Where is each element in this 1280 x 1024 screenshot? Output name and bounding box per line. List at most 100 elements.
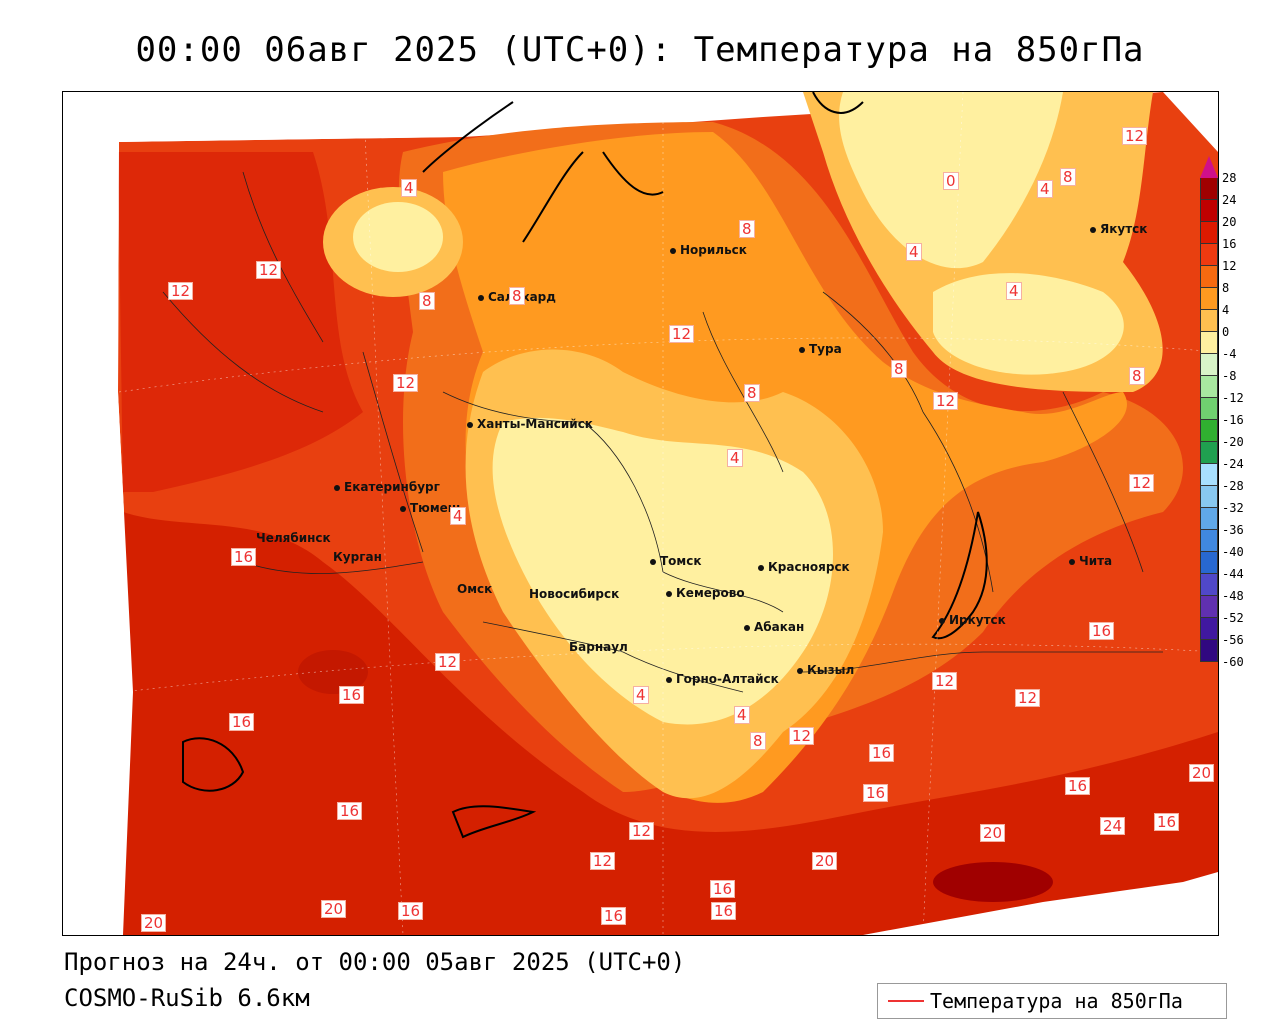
isoline-label: 8 (1060, 168, 1076, 186)
city-marker (939, 617, 945, 624)
isoline-label: 4 (450, 507, 466, 525)
city-tomsk: Томск (650, 554, 702, 568)
city-chita: Чита (1069, 554, 1112, 568)
colorbar-segment (1200, 310, 1218, 332)
city-marker (467, 421, 473, 428)
colorbar-tick-label: 0 (1222, 325, 1230, 339)
isoline-label: 20 (141, 914, 167, 932)
isoline-label: 16 (869, 744, 895, 762)
isoline-label: 16 (711, 902, 737, 920)
colorbar-tick-label: 12 (1222, 259, 1237, 273)
colorbar-segment (1200, 420, 1218, 442)
colorbar-tick-label: -24 (1222, 457, 1244, 471)
isoline-label: 12 (168, 282, 194, 300)
legend-line-swatch (888, 1000, 924, 1002)
map-panel[interactable]: Норильск Якутск Салехард Тура Ханты-Манс… (62, 91, 1219, 936)
city-marker (797, 667, 803, 674)
outside-domain-northeast (1163, 92, 1218, 152)
colorbar-segment (1200, 442, 1218, 464)
city-irkutsk: Иркутск (939, 613, 1006, 627)
colorbar-segment (1200, 464, 1218, 486)
city-marker (478, 294, 484, 301)
colorbar-tick-label: 20 (1222, 215, 1237, 229)
city-norilsk: Норильск (670, 243, 747, 257)
isoline-label: 8 (419, 292, 435, 310)
colorbar-tick-label: -4 (1222, 347, 1237, 361)
colorbar-tick-label: 28 (1222, 171, 1237, 185)
zone-0-east (933, 273, 1124, 375)
city-krasnoyarsk: Красноярск (758, 560, 850, 574)
isoline-label: 8 (739, 220, 755, 238)
isoline-label: 16 (337, 802, 363, 820)
isoline-label: 0 (943, 172, 959, 190)
isoline-label: 4 (633, 686, 649, 704)
colorbar-segment (1200, 398, 1218, 420)
colorbar-tick-label: -52 (1222, 611, 1244, 625)
isoline-label: 16 (339, 686, 365, 704)
colorbar-top-arrow (1200, 156, 1218, 178)
isoline-label: 12 (393, 374, 419, 392)
city-marker (670, 247, 676, 254)
hot-spot-north (298, 650, 368, 694)
lake-baikal (931, 511, 988, 640)
city-kemerovo: Кемерово (666, 586, 745, 600)
isoline-label: 4 (727, 449, 743, 467)
isoline-label: 8 (891, 360, 907, 378)
isoline-label: 12 (435, 653, 461, 671)
colorbar-segment (1200, 508, 1218, 530)
isoline-label: 12 (669, 325, 695, 343)
warm-zone-west (118, 152, 363, 492)
city-barnaul: Барнаул (569, 640, 628, 654)
city-marker (334, 484, 340, 491)
colorbar-tick-label: 4 (1222, 303, 1230, 317)
colorbar-segment (1200, 288, 1218, 310)
colorbar-tick-label: 8 (1222, 281, 1230, 295)
isoline-label: 16 (1154, 813, 1180, 831)
colorbar-segment (1200, 200, 1218, 222)
outside-domain-north (63, 92, 463, 142)
colorbar-tick-label: -40 (1222, 545, 1244, 559)
colorbar-segment (1200, 552, 1218, 574)
isoline-label: 20 (812, 852, 838, 870)
colorbar-segment (1200, 618, 1218, 640)
colorbar-segment (1200, 178, 1218, 200)
isoline-label: 16 (398, 902, 424, 920)
isoline-label: 24 (1100, 817, 1126, 835)
zone-0-northwest (353, 202, 443, 272)
colorbar-segment (1200, 376, 1218, 398)
city-marker (650, 558, 656, 565)
lake-balkhash (451, 805, 537, 839)
page-title: 00:00 06авг 2025 (UTC+0): Температура на… (135, 30, 1145, 70)
outside-domain-southeast (863, 872, 1218, 935)
isoline-label: 4 (401, 179, 417, 197)
isoline-label: 8 (750, 732, 766, 750)
isoline-label: 16 (1089, 622, 1115, 640)
isoline-label: 16 (863, 784, 889, 802)
colorbar-segment (1200, 244, 1218, 266)
isoline-label: 12 (629, 822, 655, 840)
isoline-label: 12 (590, 852, 616, 870)
coastlines (182, 92, 988, 839)
city-khanty-mansiysk: Ханты-Мансийск (467, 417, 593, 431)
city-marker (666, 590, 672, 597)
colorbar-segment (1200, 640, 1218, 662)
isoline-label: 8 (1129, 367, 1145, 385)
colorbar-tick-label: -56 (1222, 633, 1244, 647)
isoline-label: 12 (933, 392, 959, 410)
city-kyzyl: Кызыл (797, 663, 854, 677)
isoline-label: 16 (231, 548, 257, 566)
isoline-label: 12 (1015, 689, 1041, 707)
city-tura: Тура (799, 342, 842, 356)
colorbar-tick-label: -16 (1222, 413, 1244, 427)
colorbar-tick-label: -12 (1222, 391, 1244, 405)
city-marker (758, 564, 764, 571)
warm-zone-southwest (123, 512, 1218, 935)
isoline-label: 4 (1006, 282, 1022, 300)
colorbar-tick-label: -32 (1222, 501, 1244, 515)
legend-label: Температура на 850гПа (930, 989, 1183, 1013)
colorbar-segment (1200, 530, 1218, 552)
city-marker (1090, 226, 1096, 233)
isoline-label: 20 (980, 824, 1006, 842)
temperature-colorbar (1200, 156, 1218, 676)
isoline-label: 12 (932, 672, 958, 690)
